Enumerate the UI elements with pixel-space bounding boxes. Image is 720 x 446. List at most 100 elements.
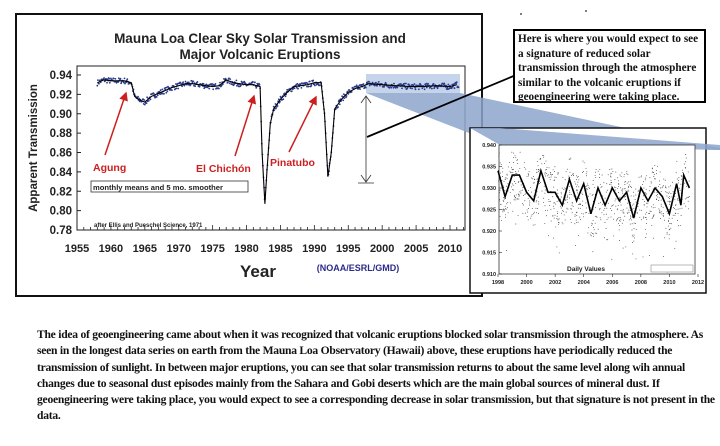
- daily-value-point: [632, 253, 634, 255]
- daily-value-point: [681, 171, 683, 173]
- daily-value-point: [622, 188, 623, 190]
- daily-value-point: [558, 218, 560, 220]
- daily-value-point: [501, 209, 503, 211]
- daily-value-point: [532, 178, 534, 180]
- daily-value-point: [632, 236, 634, 238]
- daily-value-point: [574, 223, 576, 225]
- pinatubo-label: Pinatubo: [270, 157, 315, 169]
- daily-value-point: [532, 195, 534, 197]
- daily-value-point: [599, 217, 601, 219]
- daily-value-point: [612, 204, 613, 206]
- daily-value-point: [599, 177, 600, 178]
- daily-value-point: [535, 207, 537, 209]
- daily-value-point: [566, 198, 568, 200]
- daily-value-point: [658, 185, 659, 187]
- x-tick-label: 1955: [65, 243, 89, 255]
- daily-value-point: [502, 176, 503, 177]
- daily-value-point: [578, 179, 580, 181]
- daily-value-point: [648, 213, 650, 214]
- daily-value-point: [652, 215, 654, 217]
- daily-value-point: [656, 173, 657, 175]
- daily-value-point: [604, 208, 606, 209]
- daily-value-point: [550, 220, 552, 222]
- daily-value-point: [553, 208, 555, 210]
- monthly-mean-point: [103, 77, 105, 79]
- daily-value-point: [659, 211, 661, 213]
- daily-value-point: [667, 196, 669, 198]
- monthly-mean-point: [108, 77, 111, 80]
- monthly-mean-point: [364, 86, 367, 89]
- daily-value-point: [669, 228, 671, 230]
- daily-value-point: [587, 183, 588, 185]
- daily-value-point: [601, 212, 603, 214]
- monthly-mean-point: [198, 85, 201, 88]
- daily-value-point: [568, 197, 570, 199]
- daily-value-point: [527, 211, 529, 213]
- monthly-mean-point: [413, 83, 416, 85]
- agung-label: Agung: [93, 162, 126, 174]
- daily-value-point: [511, 189, 513, 191]
- daily-value-point: [646, 206, 648, 208]
- daily-value-point: [647, 202, 649, 204]
- daily-value-point: [499, 215, 501, 217]
- daily-value-point: [544, 172, 546, 174]
- monthly-mean-point: [149, 98, 152, 101]
- daily-value-point: [658, 208, 660, 210]
- daily-value-point: [650, 211, 652, 212]
- daily-value-point: [589, 188, 590, 190]
- daily-value-point: [652, 207, 654, 209]
- daily-value-point: [619, 219, 621, 221]
- daily-value-point: [629, 223, 631, 225]
- daily-value-point: [513, 152, 515, 154]
- y-tick-label: 0.86: [50, 148, 72, 160]
- daily-value-point: [582, 172, 584, 173]
- daily-value-point: [632, 242, 634, 243]
- daily-value-point: [576, 215, 578, 217]
- daily-value-point: [519, 151, 521, 153]
- daily-value-point: [579, 207, 581, 209]
- x-tick-label: 2010: [438, 243, 462, 255]
- monthly-mean-point: [117, 81, 120, 83]
- inset-data-points: [497, 151, 690, 273]
- daily-value-point: [687, 200, 689, 202]
- daily-value-point: [498, 152, 500, 154]
- daily-value-point: [595, 232, 597, 234]
- daily-value-point: [646, 211, 648, 213]
- monthly-mean-point: [147, 99, 150, 102]
- daily-value-point: [578, 204, 580, 206]
- daily-value-point: [506, 173, 508, 175]
- daily-value-point: [535, 194, 537, 196]
- daily-value-point: [687, 171, 689, 173]
- daily-value-point: [506, 174, 508, 176]
- daily-value-point: [564, 199, 566, 201]
- daily-value-point: [604, 222, 606, 223]
- daily-value-point: [548, 198, 550, 200]
- daily-value-point: [656, 195, 657, 197]
- daily-value-point: [550, 176, 552, 178]
- daily-value-point: [528, 175, 529, 177]
- daily-value-point: [595, 206, 597, 208]
- daily-value-point: [552, 169, 554, 171]
- monthly-mean-point: [137, 95, 139, 98]
- monthly-mean-point: [414, 86, 416, 89]
- daily-value-point: [501, 180, 503, 182]
- daily-value-point: [575, 245, 577, 247]
- daily-value-point: [686, 185, 687, 187]
- daily-value-point: [571, 204, 573, 206]
- daily-value-point: [589, 234, 591, 236]
- daily-value-point: [668, 203, 670, 205]
- daily-value-point: [669, 201, 671, 203]
- daily-value-point: [556, 218, 558, 219]
- daily-value-point: [564, 188, 566, 190]
- daily-value-point: [628, 219, 630, 221]
- daily-value-point: [668, 234, 670, 236]
- daily-value-point: [499, 172, 501, 174]
- daily-value-point: [645, 237, 647, 238]
- daily-value-point: [554, 214, 556, 216]
- daily-value-point: [654, 165, 656, 167]
- daily-value-point: [503, 208, 504, 210]
- daily-value-point: [585, 167, 587, 169]
- gap-arrow-heads: [358, 95, 374, 184]
- daily-value-point: [673, 206, 675, 208]
- daily-value-point: [610, 216, 612, 218]
